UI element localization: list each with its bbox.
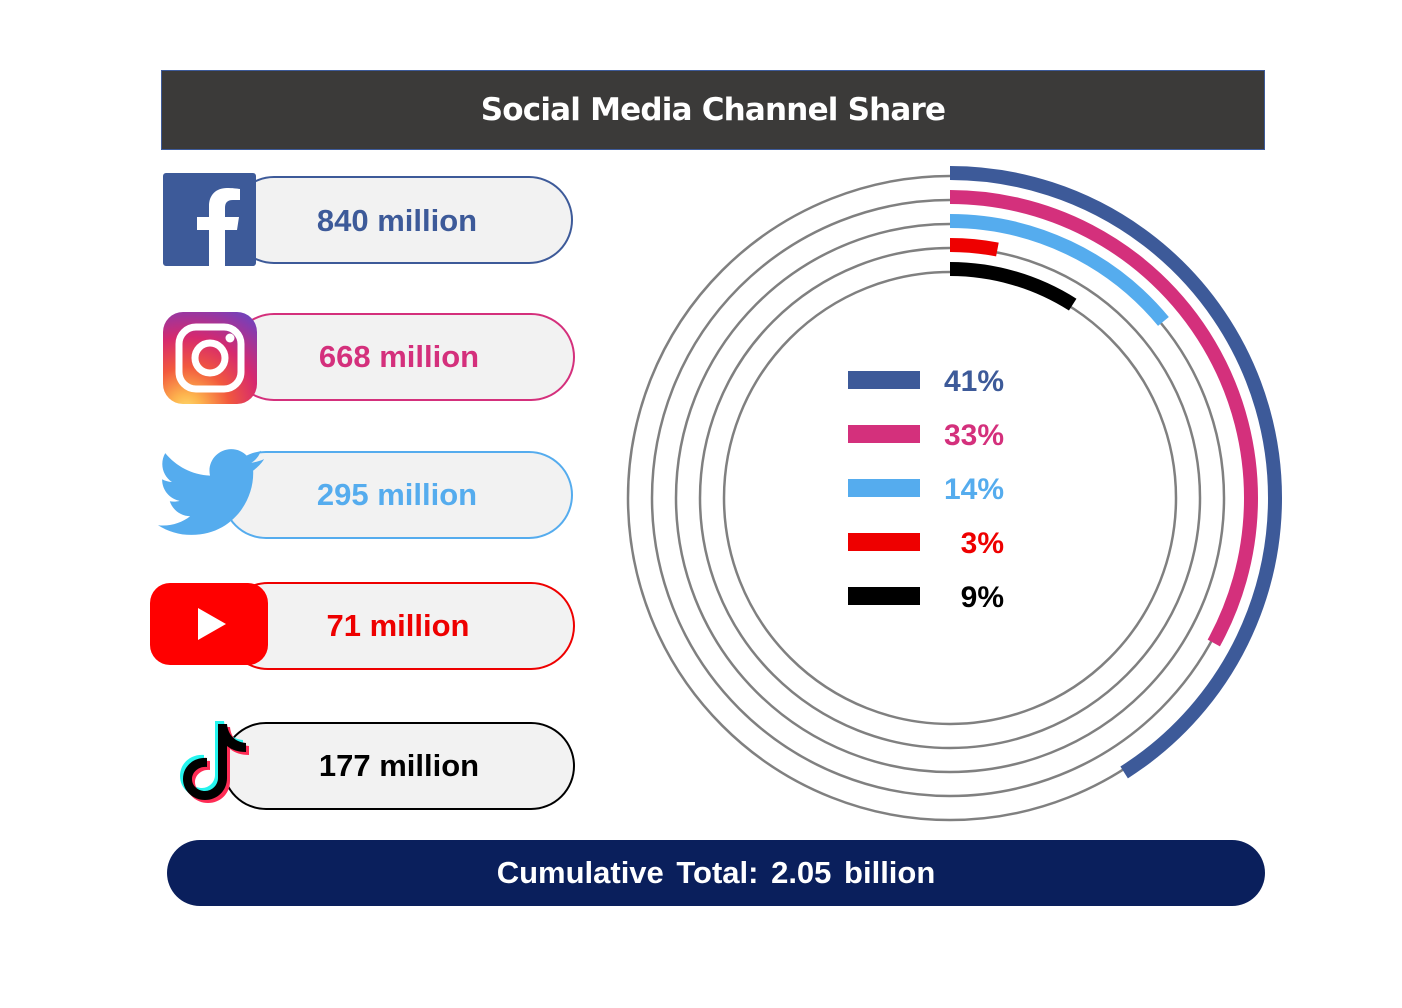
legend-swatch-facebook [848,371,920,389]
channel-value-tiktok: 177 million [318,748,480,783]
channel-pill-youtube [224,582,575,670]
legend-swatch-twitter [848,479,920,497]
chart-title: Social Media Channel Share [480,92,946,128]
legend-swatch-youtube [848,533,920,551]
title-bar: Social Media Channel Share [161,70,1265,150]
tiktok-icon [168,716,252,806]
channel-pill-tiktok [222,722,575,810]
legend-value-tiktok: 9% [961,581,1004,614]
ring-arc-youtube [949,238,999,257]
facebook-icon [163,173,256,266]
channel-pill-facebook [230,176,573,264]
legend-swatch-tiktok [848,587,920,605]
youtube-icon [150,583,268,665]
legend-value-instagram: 33% [944,419,1004,452]
channel-value-facebook: 840 million [316,203,478,238]
channel-pill-twitter [222,451,573,539]
twitter-icon [158,448,265,536]
legend-value-facebook: 41% [944,365,1004,398]
legend-value-youtube: 3% [961,527,1004,560]
channel-value-instagram: 668 million [318,339,480,374]
channel-value-youtube: 71 million [326,608,470,643]
radial-share-chart: 41% 33% 14% 3% 9% [626,166,1282,822]
legend-value-twitter: 14% [944,473,1004,506]
instagram-icon [163,312,257,404]
ring-arc-tiktok [949,262,1077,311]
channel-value-twitter: 295 million [316,477,478,512]
ring-arc-instagram [949,190,1258,647]
cumulative-total-text: Cumulative Total: 2.05 billion [496,855,936,890]
ring-arc-facebook [949,166,1282,779]
ring-arc-twitter [949,214,1169,326]
legend-swatch-instagram [848,425,920,443]
cumulative-total-bar: Cumulative Total: 2.05 billion [167,840,1265,906]
